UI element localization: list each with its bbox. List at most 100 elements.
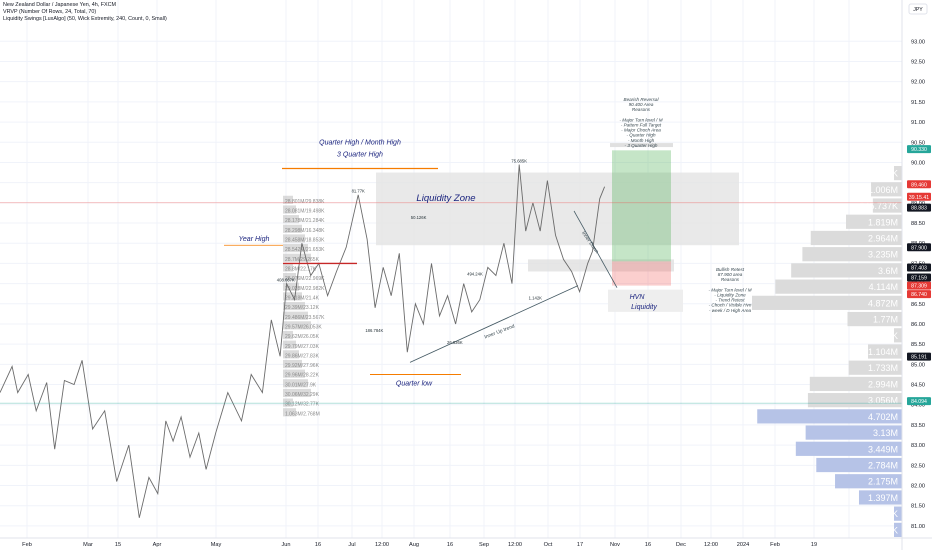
price-tag-label: 87.900 <box>911 245 927 251</box>
vrvp-bar <box>802 247 902 262</box>
price-tag-label: 86.740 <box>911 292 927 298</box>
liquidity-zone-label: Liquidity Zone <box>416 193 475 204</box>
y-tick-label: 93.00 <box>911 39 925 45</box>
left-vrvp-label: 1.063M/2.768M <box>285 411 320 417</box>
left-vrvp-label: 28.801M/29.838K <box>285 199 325 205</box>
vrvp-bar <box>894 166 902 181</box>
y-tick-label: 91.50 <box>911 100 925 106</box>
left-vrvp-bar <box>283 398 293 407</box>
left-vrvp-bar <box>283 195 293 204</box>
left-vrvp-label: 28.178M/21.284K <box>285 218 325 224</box>
vrvp-bar-label: 1.77M <box>873 315 898 325</box>
price-tag-label: 84.094 <box>911 399 927 405</box>
currency-button-label: JPY <box>913 7 923 13</box>
left-vrvp-bar <box>283 234 305 243</box>
price-tag <box>907 397 931 406</box>
vrvp-left-profile: 28.801M/29.838K 28.081M/19.498K 28.178M/21… <box>283 195 325 417</box>
vrvp-bar-label: 2.994M <box>868 379 898 389</box>
left-vrvp-label: 29.57M/26.053K <box>285 324 322 330</box>
vrvp-bar-label: 1.104M <box>868 347 898 357</box>
vrvp-bar <box>757 409 902 424</box>
x-tick-label: Aug <box>409 542 419 548</box>
currency-button-frame <box>908 3 928 15</box>
indicator-liquidity-swings[interactable]: Liquidity Swings [LuxAlgo] (50, Wick Ext… <box>3 16 167 22</box>
left-vrvp-bar <box>283 301 305 311</box>
x-tick-label: Sep <box>479 542 489 548</box>
vrvp-bar <box>835 474 902 489</box>
left-vrvp-label: 29.92M/27.96K <box>285 363 320 369</box>
x-tick-label: Feb <box>22 542 32 548</box>
zones-layer <box>376 143 739 312</box>
vrvp-bar-label: 1.006M <box>868 185 898 195</box>
y-tick-label: 92.00 <box>911 80 925 86</box>
left-vrvp-label: 29.62M/26.05K <box>285 334 320 340</box>
price-tag <box>907 281 931 290</box>
y-tick-label: 83.50 <box>911 423 925 429</box>
currency-button[interactable]: JPY <box>908 3 928 15</box>
x-tick-label: 12:00 <box>375 542 389 548</box>
bullish-note-line: Bullish Retest <box>716 267 745 272</box>
liquidity-zone-box <box>376 172 739 246</box>
symbol-title[interactable]: New Zealand Dollar / Japanese Yen, 4h, F… <box>3 2 116 8</box>
time-axis-bg <box>0 538 932 550</box>
left-vrvp-label: 28.458M/18.853K <box>285 238 325 244</box>
price-tag <box>907 243 931 252</box>
y-tick-label: 90.00 <box>911 160 925 166</box>
left-vrvp-label: 29.218M/21.4K <box>285 295 320 301</box>
year-high-label: Year High <box>239 236 270 243</box>
left-vrvp-bar <box>283 388 311 398</box>
bullish-note-line: - Major Turn level / M <box>708 287 751 292</box>
x-tick-label: Mar <box>83 542 93 548</box>
bullish-note-line: - Liquidity Zone <box>714 293 746 298</box>
vrvp-bar <box>775 279 902 294</box>
vrvp-bar <box>809 376 902 392</box>
vrvp-bar <box>807 393 902 408</box>
bearish-note-line: - 3 Quarter High <box>625 143 658 148</box>
price-tag <box>907 180 931 189</box>
vrvp-bar-label: 3.13M <box>873 428 898 438</box>
vrvp-bar-label: 41.242K <box>864 331 898 341</box>
bullish-note-line: 87.900 area <box>718 272 743 277</box>
swing-label: 408.667K <box>277 278 295 283</box>
left-vrvp-label: 29.79M/27.03K <box>285 344 320 350</box>
price-tag <box>907 263 931 272</box>
vrvp-bar-label: 3.056M <box>868 396 898 406</box>
left-vrvp-bar <box>283 263 293 272</box>
three-quarter-high-label: 3 Quarter High <box>337 151 383 158</box>
swing-label: 1.142K <box>529 296 542 301</box>
left-vrvp-bar <box>283 273 296 282</box>
price-layer <box>0 164 902 518</box>
vrvp-bar <box>894 328 902 343</box>
left-vrvp-bar <box>283 311 308 320</box>
vrvp-bar-label: 2.964M <box>868 233 898 243</box>
left-vrvp-bar <box>283 330 293 340</box>
vrvp-bar <box>845 214 902 229</box>
hvn-liquidity-label: Liquidity <box>631 304 657 311</box>
y-tick-label: 90.50 <box>911 140 925 146</box>
swing-label: 494.24K <box>467 272 483 277</box>
vrvp-bar-label: 4.114M <box>869 282 898 292</box>
vrvp-bar <box>848 360 902 375</box>
left-vrvp-label: 28.081M/19.498K <box>285 209 325 215</box>
bearish-note-line: - Quarter High <box>626 133 656 138</box>
bearish-note-line: - Pattern Full Target <box>621 123 662 128</box>
vrvp-bar <box>816 457 902 473</box>
x-tick-label: 19 <box>811 542 817 548</box>
y-tick-label: 88.50 <box>911 221 925 227</box>
bullish-note-line: - Trend Retest <box>715 298 745 303</box>
vrvp-bar <box>847 311 902 327</box>
x-tick-label: Oct <box>544 542 553 548</box>
left-vrvp-bar <box>283 224 302 233</box>
x-tick-label: 12:00 <box>508 542 522 548</box>
left-vrvp-label: 29.486M/23.567K <box>285 315 325 321</box>
position-profit-box <box>612 150 671 262</box>
x-tick-label: 2024 <box>737 542 749 548</box>
bearish-note-line: Bearish Reversal <box>624 97 660 102</box>
vrvp-bar-label: 2.784M <box>868 461 898 471</box>
price-tag <box>907 352 931 361</box>
indicator-vrvp[interactable]: VRVP (Number Of Rows, 24, Total, 70) <box>3 9 97 15</box>
vrvp-bar-label: 51K <box>882 525 898 535</box>
